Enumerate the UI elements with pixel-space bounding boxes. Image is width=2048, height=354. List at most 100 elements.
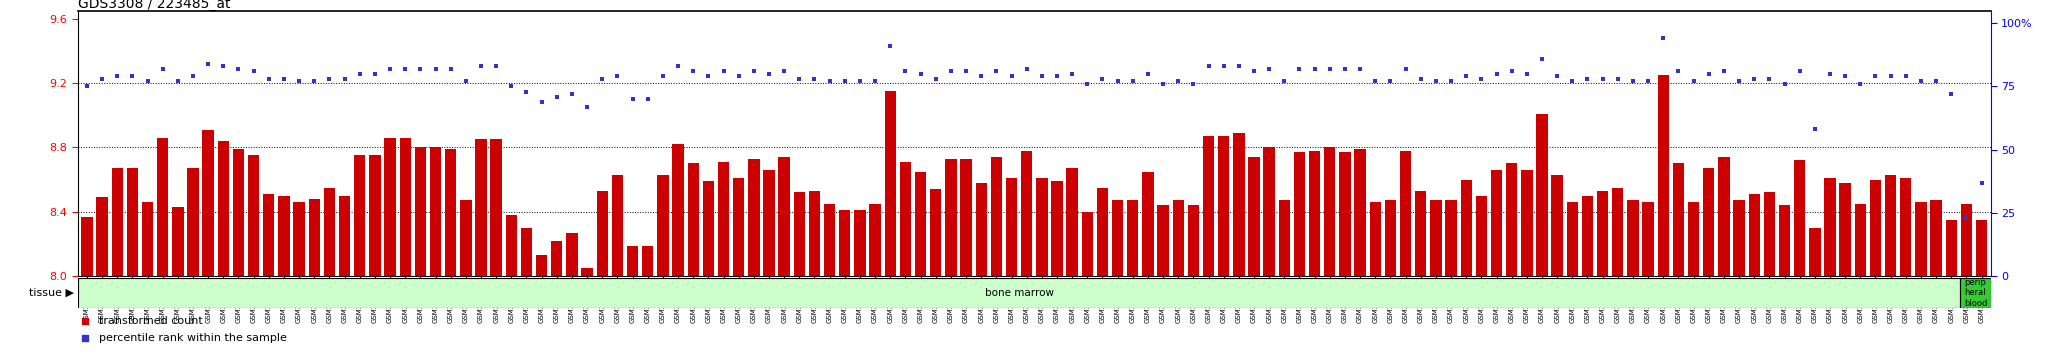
Bar — [657, 175, 668, 276]
Bar — [795, 193, 805, 276]
Point — [707, 68, 739, 74]
Point — [647, 74, 680, 79]
Bar — [1581, 196, 1593, 276]
Point — [600, 74, 633, 79]
Point — [903, 71, 936, 77]
Bar — [1415, 191, 1425, 276]
Point — [1874, 74, 1907, 79]
Point — [858, 79, 891, 84]
Bar — [414, 147, 426, 276]
Text: percentile rank within the sample: percentile rank within the sample — [98, 333, 287, 343]
Bar — [96, 197, 109, 276]
Bar — [430, 147, 440, 276]
Point — [1753, 76, 1786, 82]
Point — [1890, 74, 1923, 79]
Point — [965, 74, 997, 79]
Point — [950, 68, 983, 74]
Text: transformed count: transformed count — [98, 316, 203, 326]
Bar — [1870, 179, 1882, 276]
Point — [813, 79, 846, 84]
Point — [145, 66, 178, 72]
Point — [1161, 79, 1194, 84]
Point — [268, 76, 301, 82]
Point — [434, 66, 467, 72]
Bar — [1022, 150, 1032, 276]
Bar — [1249, 157, 1260, 276]
Bar — [1536, 114, 1548, 276]
Point — [979, 68, 1012, 74]
Bar — [778, 157, 791, 276]
Bar — [1704, 168, 1714, 276]
Point — [1298, 66, 1331, 72]
Point — [1057, 71, 1090, 77]
Point — [1116, 79, 1149, 84]
Point — [1815, 71, 1847, 77]
Bar — [1339, 152, 1350, 276]
Point — [1178, 81, 1210, 87]
Bar — [369, 155, 381, 276]
Point — [131, 79, 164, 84]
Bar — [565, 233, 578, 276]
Bar — [1491, 170, 1503, 276]
Bar — [82, 217, 92, 276]
Bar — [537, 255, 547, 276]
Point — [1692, 71, 1724, 77]
Point — [373, 66, 406, 72]
Point — [68, 336, 100, 341]
Point — [1010, 66, 1042, 72]
Bar — [823, 204, 836, 276]
Bar — [991, 157, 1001, 276]
Point — [313, 76, 346, 82]
Point — [1223, 63, 1255, 69]
Point — [1040, 74, 1073, 79]
Point — [1389, 66, 1421, 72]
Point — [799, 76, 831, 82]
Bar — [582, 268, 592, 276]
Point — [1540, 74, 1573, 79]
Point — [344, 71, 377, 77]
Bar — [1309, 150, 1321, 276]
Bar — [1780, 205, 1790, 276]
Bar — [324, 188, 336, 276]
Point — [1571, 76, 1604, 82]
Point — [874, 43, 907, 49]
Bar — [1430, 200, 1442, 276]
Bar — [1006, 178, 1018, 276]
Point — [479, 63, 512, 69]
Bar — [1126, 200, 1139, 276]
Bar — [1915, 202, 1927, 276]
Point — [1253, 66, 1286, 72]
Bar — [1763, 193, 1776, 276]
Bar — [111, 168, 123, 276]
Point — [1419, 79, 1452, 84]
Bar — [1264, 147, 1274, 276]
Point — [1405, 76, 1438, 82]
Point — [1798, 127, 1831, 132]
Bar — [961, 159, 971, 276]
Point — [1632, 79, 1665, 84]
Bar — [248, 155, 260, 276]
Point — [934, 68, 967, 74]
Point — [1784, 68, 1817, 74]
Point — [1616, 79, 1649, 84]
Bar — [1552, 175, 1563, 276]
Bar — [1384, 200, 1397, 276]
Bar — [1067, 168, 1077, 276]
Bar — [1036, 178, 1047, 276]
Point — [70, 84, 102, 89]
Bar — [338, 196, 350, 276]
Bar — [643, 246, 653, 276]
Text: tissue ▶: tissue ▶ — [29, 288, 74, 298]
Bar — [930, 189, 942, 276]
Point — [1526, 56, 1559, 62]
Point — [1374, 79, 1407, 84]
Point — [586, 76, 618, 82]
Point — [662, 63, 694, 69]
Point — [889, 68, 922, 74]
Point — [1284, 66, 1317, 72]
Bar — [870, 204, 881, 276]
Point — [782, 76, 815, 82]
Bar — [1794, 160, 1806, 276]
Point — [676, 68, 709, 74]
Bar — [127, 168, 137, 276]
